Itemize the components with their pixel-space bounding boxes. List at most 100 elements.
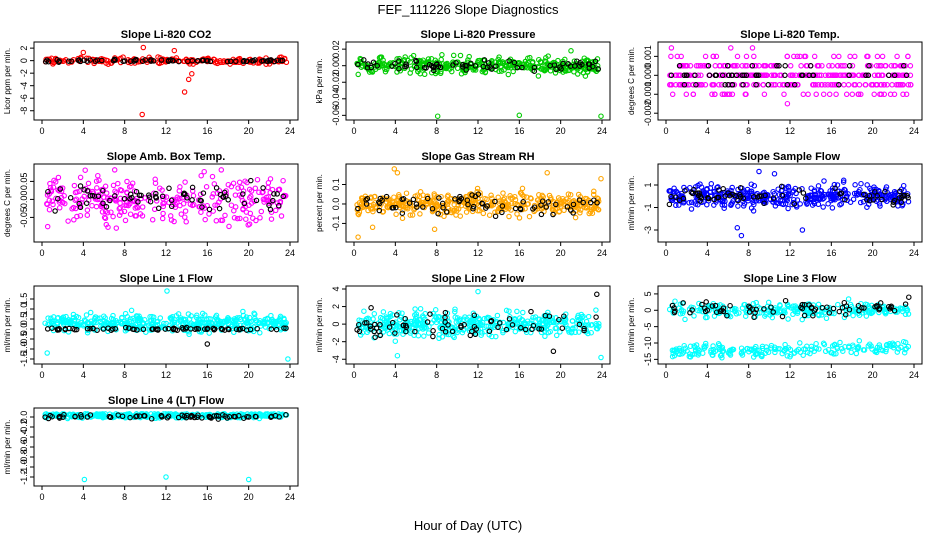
data-point xyxy=(765,82,772,88)
data-point xyxy=(393,204,399,211)
data-point xyxy=(186,331,192,338)
data-point xyxy=(95,413,101,419)
outlier-point xyxy=(434,113,441,119)
outlier-point xyxy=(81,476,88,483)
data-point xyxy=(87,412,94,418)
data-point xyxy=(668,82,675,88)
data-point xyxy=(907,82,914,88)
data-point xyxy=(808,193,815,199)
x-axis: 0 4 8 12 16 20 24 xyxy=(663,120,919,136)
data-point xyxy=(846,306,853,313)
data-point xyxy=(538,326,545,332)
data-point xyxy=(439,325,446,332)
data-point xyxy=(835,63,841,69)
data-point xyxy=(746,309,753,315)
data-point xyxy=(394,312,400,318)
data-point xyxy=(257,330,263,336)
data-point xyxy=(719,72,726,79)
data-point xyxy=(853,350,860,357)
data-point xyxy=(253,318,260,324)
data-point xyxy=(501,199,508,205)
data-point xyxy=(201,205,208,211)
data-point xyxy=(827,193,834,200)
data-point xyxy=(794,348,800,354)
data-point xyxy=(186,316,193,322)
data-point xyxy=(83,200,90,206)
data-point xyxy=(283,412,289,418)
data-point xyxy=(749,306,756,312)
data-point xyxy=(184,197,190,203)
data-point xyxy=(139,58,146,64)
data-point xyxy=(68,58,74,64)
data-point xyxy=(134,327,140,333)
data-point xyxy=(81,187,87,193)
data-point xyxy=(715,194,722,201)
data-point xyxy=(889,72,896,79)
x-tick-label: 16 xyxy=(826,248,836,258)
data-point xyxy=(87,57,93,63)
data-point xyxy=(231,215,238,221)
data-point xyxy=(779,192,786,199)
y-axis: 0.020.00-0.02-0.04-0.06 xyxy=(331,40,346,126)
x-tick-label: 20 xyxy=(868,248,878,258)
data-point xyxy=(105,61,111,67)
data-point xyxy=(677,72,684,79)
y-axis-label: percent per min. xyxy=(315,174,324,232)
data-point xyxy=(531,204,538,210)
x-tick-label: 12 xyxy=(473,370,483,380)
x-axis: 0 4 8 12 16 20 24 xyxy=(39,120,295,136)
x-tick-label: 20 xyxy=(868,370,878,380)
y-tick-label: 1.0 xyxy=(19,303,29,316)
data-point xyxy=(75,413,81,419)
data-point xyxy=(565,326,571,332)
data-point xyxy=(791,53,797,60)
data-point xyxy=(213,412,220,419)
data-point xyxy=(898,344,904,351)
data-point xyxy=(219,217,226,224)
data-point xyxy=(866,341,873,347)
data-point xyxy=(131,326,137,333)
data-point xyxy=(785,205,791,212)
data-point xyxy=(676,63,683,69)
data-point xyxy=(738,350,745,357)
data-point xyxy=(201,326,208,332)
data-point xyxy=(710,346,717,353)
data-point xyxy=(429,203,436,210)
data-point xyxy=(356,321,362,328)
x-tick-label: 12 xyxy=(473,248,483,258)
panel-title: Slope Line 2 Flow xyxy=(432,273,525,285)
y-tick-label: -2 xyxy=(19,69,29,77)
data-point xyxy=(591,197,597,203)
data-point xyxy=(71,317,77,324)
data-point xyxy=(454,65,461,72)
data-point xyxy=(808,304,815,311)
data-point xyxy=(558,201,564,207)
data-point xyxy=(872,348,878,355)
data-point xyxy=(147,313,153,320)
data-point xyxy=(768,345,774,351)
data-point xyxy=(417,321,424,327)
data-point xyxy=(692,72,698,79)
data-point xyxy=(493,63,499,69)
outlier-point xyxy=(544,170,550,176)
data-point xyxy=(834,344,840,350)
data-point xyxy=(246,186,253,193)
series-hourly xyxy=(666,183,911,208)
data-point xyxy=(748,181,755,187)
data-point xyxy=(72,197,78,203)
data-point xyxy=(580,70,587,76)
data-point xyxy=(450,62,456,68)
data-point xyxy=(846,63,853,69)
data-point xyxy=(140,326,147,333)
data-point xyxy=(668,45,675,51)
data-point xyxy=(750,72,757,79)
data-point xyxy=(594,322,600,329)
data-point xyxy=(221,189,228,196)
series-lower-cluster xyxy=(669,338,912,361)
data-point xyxy=(859,72,866,79)
data-point xyxy=(380,57,386,63)
data-point xyxy=(520,199,526,205)
data-point xyxy=(231,207,237,214)
data-point xyxy=(434,202,440,208)
data-point xyxy=(813,91,819,98)
